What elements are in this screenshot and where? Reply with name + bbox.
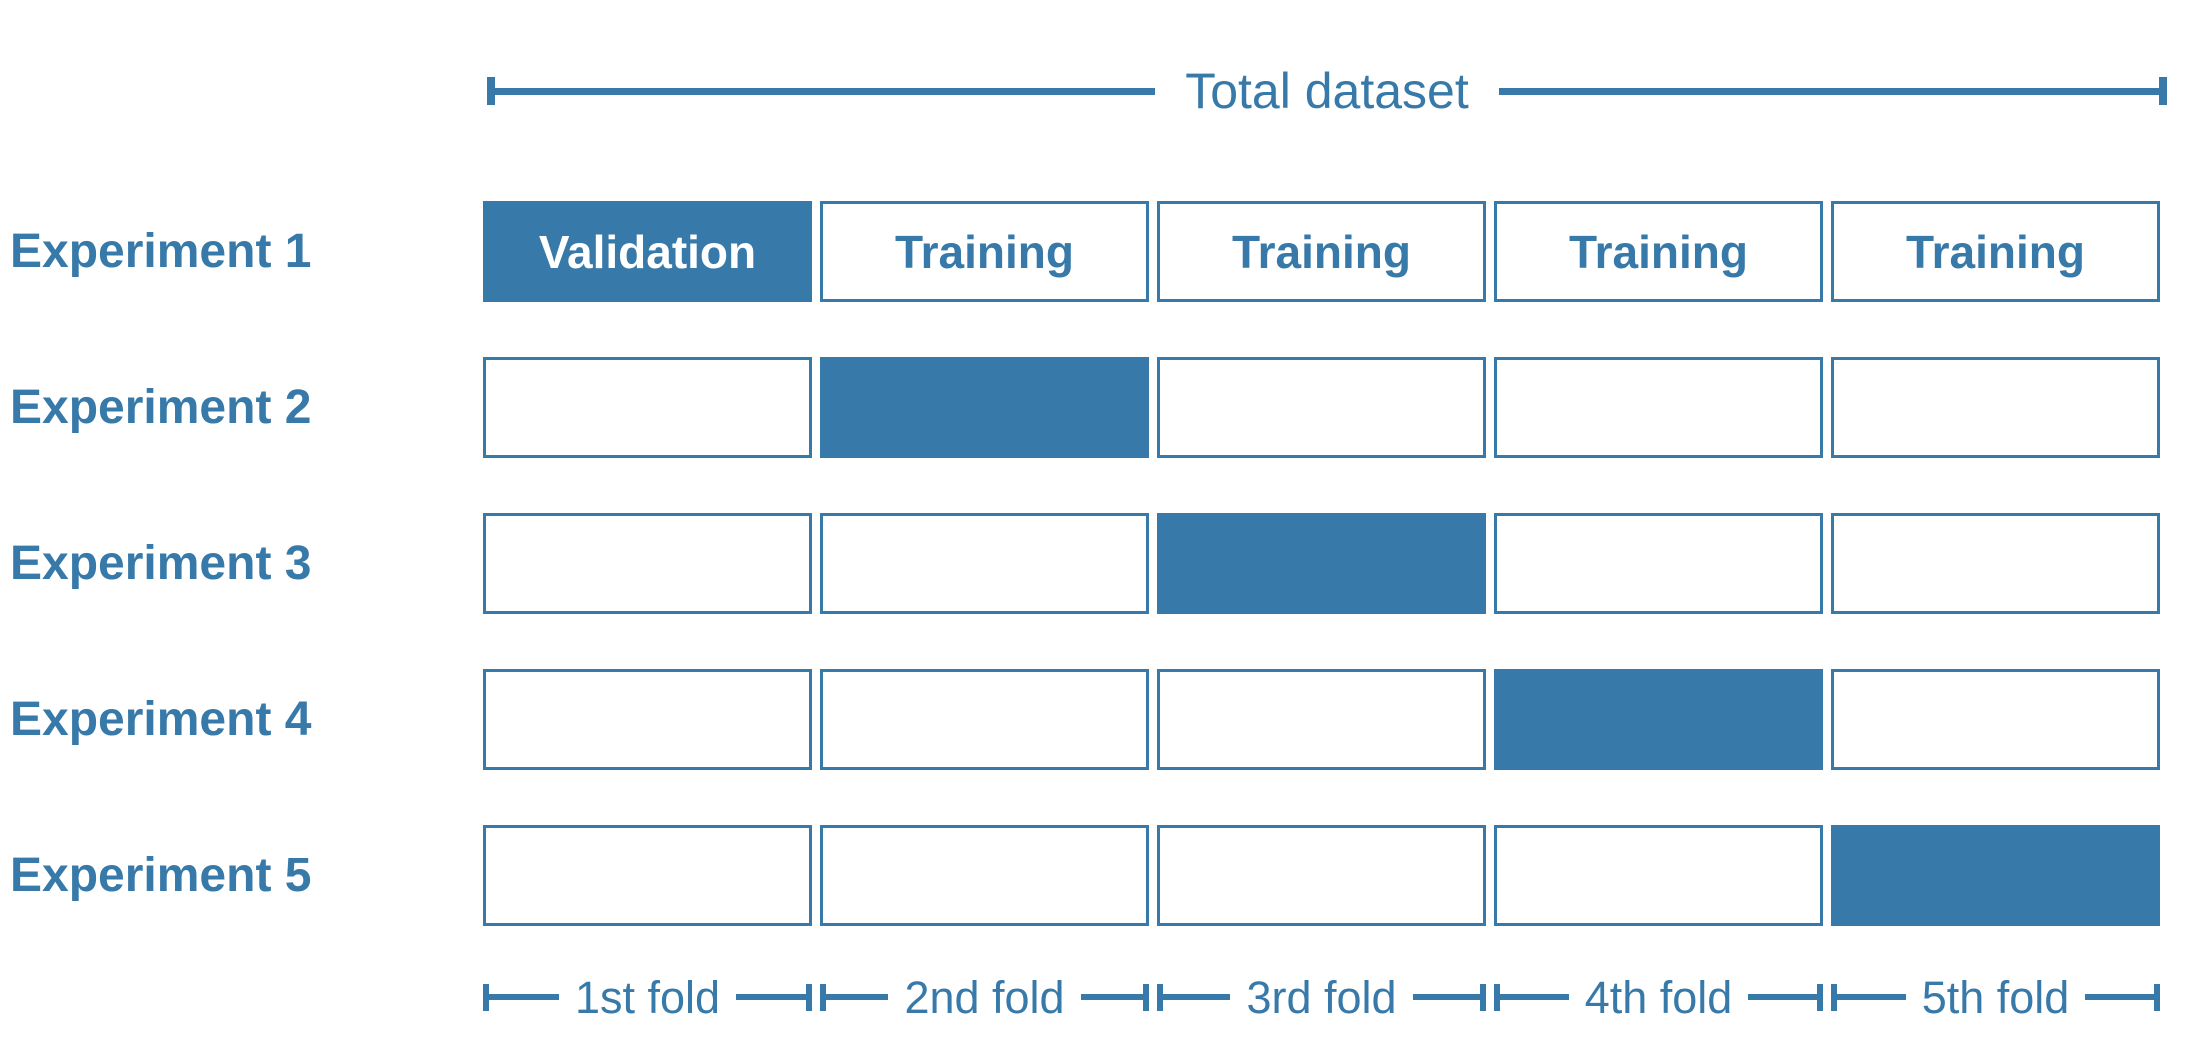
- fold-label: 3rd fold: [1157, 967, 1487, 1027]
- total-dataset-bracket: Total dataset: [487, 63, 2167, 119]
- fold-right-line: [1412, 994, 1481, 1000]
- fold-left-line: [1837, 994, 1906, 1000]
- experiment-label: Experiment 3: [10, 537, 312, 590]
- experiment-label: Experiment 5: [10, 849, 312, 902]
- fold-right-line: [736, 994, 806, 1000]
- fold-boxes: [483, 513, 2160, 614]
- training-cell: [820, 825, 1149, 926]
- fold-boxes: [483, 669, 2160, 770]
- fold-label: 4th fold: [1494, 967, 1823, 1027]
- bracket-right-line: [1498, 87, 2159, 95]
- fold-label-text: 3rd fold: [1246, 971, 1397, 1023]
- fold-left-line: [489, 994, 559, 1000]
- fold-right-line: [2085, 994, 2154, 1000]
- fold-right-tick-icon: [1143, 983, 1150, 1011]
- validation-cell: [820, 357, 1149, 458]
- fold-left-line: [1500, 994, 1569, 1000]
- bracket-left-line: [495, 87, 1156, 95]
- experiment-label: Experiment 4: [10, 693, 312, 746]
- fold-left-line: [826, 994, 889, 1000]
- fold-left-tick-icon: [820, 983, 826, 1011]
- fold-left-tick-icon: [1494, 983, 1500, 1011]
- training-cell: [820, 513, 1149, 614]
- training-cell: [1157, 669, 1486, 770]
- fold-label: 5th fold: [1831, 967, 2160, 1027]
- fold-boxes: [483, 825, 2160, 926]
- fold-label-text: 1st fold: [574, 971, 721, 1023]
- experiment-label: Experiment 2: [10, 381, 312, 434]
- validation-cell: [1831, 825, 2160, 926]
- training-cell: [1494, 825, 1823, 926]
- validation-cell: [1157, 513, 1486, 614]
- experiment-row: Experiment 1 Validation Training Training Tr…: [0, 201, 2196, 302]
- fold-labels: 1st fold 2nd fold 3rd fold 4th fold 5th fold: [483, 967, 2160, 1027]
- fold-label-text: 2nd fold: [904, 971, 1065, 1023]
- training-cell: [1494, 513, 1823, 614]
- bracket-right-endcap-icon: [2159, 77, 2167, 105]
- experiment-row: Experiment 4: [0, 669, 2196, 770]
- fold-right-line: [1080, 994, 1144, 1000]
- training-cell: Training: [1157, 201, 1486, 302]
- fold-right-line: [1748, 994, 1817, 1000]
- training-cell: [483, 669, 812, 770]
- fold-label-text: 4th fold: [1584, 971, 1733, 1023]
- training-cell: [483, 513, 812, 614]
- training-cell: [820, 669, 1149, 770]
- experiment-label: Experiment 1: [10, 225, 312, 278]
- fold-left-line: [1163, 994, 1231, 1000]
- fold-left-tick-icon: [1831, 983, 1837, 1011]
- training-cell: [1831, 357, 2160, 458]
- training-cell: Training: [1494, 201, 1823, 302]
- training-cell: [1157, 357, 1486, 458]
- bracket-left-endcap-icon: [487, 77, 495, 105]
- experiment-row: Experiment 2: [0, 357, 2196, 458]
- fold-left-tick-icon: [483, 983, 489, 1011]
- validation-cell: Validation: [483, 201, 812, 302]
- training-cell: [483, 825, 812, 926]
- experiment-row: Experiment 5: [0, 825, 2196, 926]
- experiment-row: Experiment 3: [0, 513, 2196, 614]
- training-cell: [1494, 357, 1823, 458]
- fold-right-tick-icon: [1817, 983, 1823, 1011]
- fold-right-tick-icon: [2154, 983, 2160, 1011]
- experiments-grid: Experiment 1 Validation Training Training Tr…: [0, 201, 2196, 981]
- training-cell: [1831, 513, 2160, 614]
- training-cell: Training: [1831, 201, 2160, 302]
- training-cell: Training: [820, 201, 1149, 302]
- fold-boxes: [483, 357, 2160, 458]
- fold-label: 1st fold: [483, 967, 812, 1027]
- training-cell: [1831, 669, 2160, 770]
- training-cell: [483, 357, 812, 458]
- validation-cell: [1494, 669, 1823, 770]
- fold-label: 2nd fold: [820, 967, 1150, 1027]
- training-cell: [1157, 825, 1486, 926]
- fold-left-tick-icon: [1157, 983, 1163, 1011]
- fold-right-tick-icon: [1480, 983, 1487, 1011]
- fold-boxes: Validation Training Training Training Traini…: [483, 201, 2160, 302]
- total-dataset-label: Total dataset: [1185, 63, 1469, 119]
- fold-right-tick-icon: [806, 983, 812, 1011]
- fold-label-text: 5th fold: [1921, 971, 2070, 1023]
